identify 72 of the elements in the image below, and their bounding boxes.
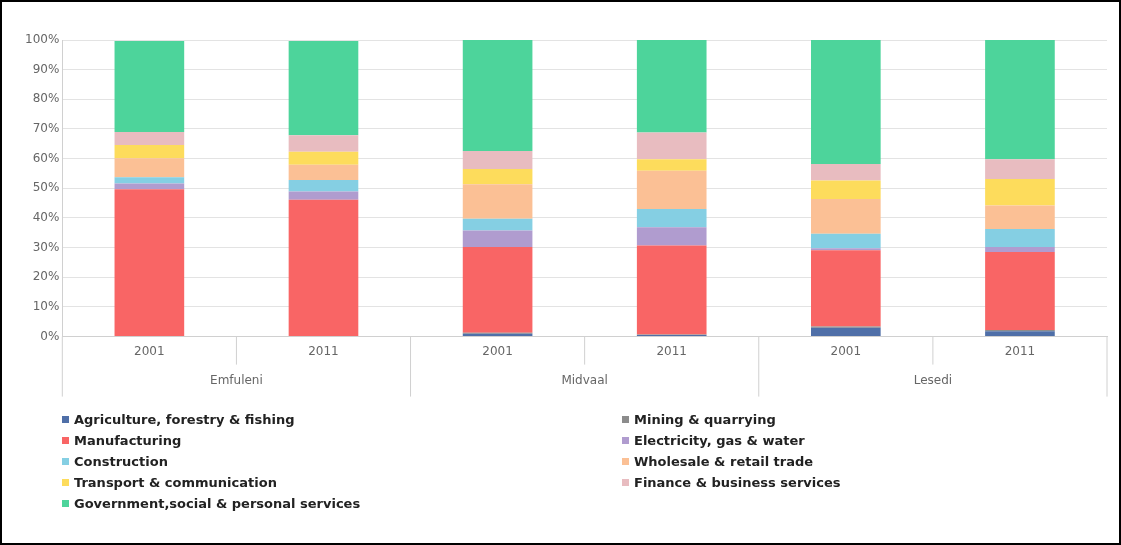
bar [985, 331, 1055, 337]
y-tick-label: 0% [40, 328, 60, 343]
bar [462, 169, 533, 185]
y-tick-label: 70% [32, 121, 60, 136]
bar [462, 150, 533, 170]
bar [114, 177, 185, 184]
legend-label: Wholesale & retail trade [634, 454, 814, 469]
text: Emfuleni [210, 372, 263, 387]
bar [288, 199, 359, 337]
bar [811, 198, 881, 234]
legend-label: Construction [74, 454, 168, 469]
legend-label: Manufacturing [74, 433, 182, 448]
bar [114, 131, 185, 145]
bar [462, 230, 533, 248]
legend-label: Transport & communication [74, 475, 277, 490]
legend-label: Electricity, gas & water [634, 433, 805, 448]
bar [636, 170, 707, 210]
bar [462, 247, 533, 333]
legend-label: Agriculture, forestry & fishing [74, 412, 295, 427]
x-tick-label: 2001 [830, 343, 862, 358]
bar [288, 151, 359, 165]
bar [811, 180, 881, 199]
text: Midvaal [561, 372, 608, 387]
bar [462, 40, 533, 151]
x-tick-label: 2011 [1004, 343, 1036, 358]
x-tick-label: 2001 [134, 343, 165, 358]
bar [636, 40, 707, 133]
bar [462, 218, 533, 231]
bar [985, 205, 1055, 229]
legend-label: Mining & quarrying [634, 412, 776, 427]
bar [288, 180, 359, 192]
bar [636, 227, 707, 246]
bar [114, 40, 185, 132]
bar [288, 191, 359, 200]
y-tick-label: 10% [32, 299, 60, 314]
bar [985, 159, 1055, 180]
y-tick-label: 50% [32, 180, 60, 195]
legend-label: Finance & business services [634, 475, 841, 490]
x-tick-label: 2011 [308, 343, 339, 358]
bar [811, 40, 881, 164]
y-tick-label: 30% [32, 239, 60, 254]
y-tick-label: 60% [32, 150, 60, 165]
bar [811, 327, 881, 337]
legend-label: Government,social & personal services [74, 496, 361, 511]
bar [636, 245, 707, 335]
y-tick-label: 80% [32, 91, 60, 106]
bar [985, 247, 1055, 253]
bar [462, 184, 533, 219]
y-tick-label: 20% [32, 269, 60, 284]
bar [114, 145, 185, 159]
bar [985, 252, 1055, 331]
bar [288, 164, 359, 180]
y-tick-label: 40% [32, 210, 60, 225]
bar [811, 163, 881, 181]
y-tick-label: 100% [24, 32, 60, 47]
y-tick-label: 90% [32, 61, 60, 76]
bar [114, 189, 185, 337]
bar [636, 159, 707, 171]
bar [985, 228, 1055, 248]
text: Lesedi [913, 372, 953, 387]
bar [636, 209, 707, 228]
bar [288, 135, 359, 152]
x-tick-label: 2011 [656, 343, 687, 358]
bar [114, 158, 185, 178]
bar [985, 40, 1055, 160]
bar [811, 248, 881, 251]
bar [811, 233, 881, 249]
bar [811, 250, 881, 327]
bar [636, 132, 707, 160]
bar [985, 179, 1055, 206]
x-tick-label: 2001 [482, 343, 513, 358]
bar [288, 40, 359, 136]
